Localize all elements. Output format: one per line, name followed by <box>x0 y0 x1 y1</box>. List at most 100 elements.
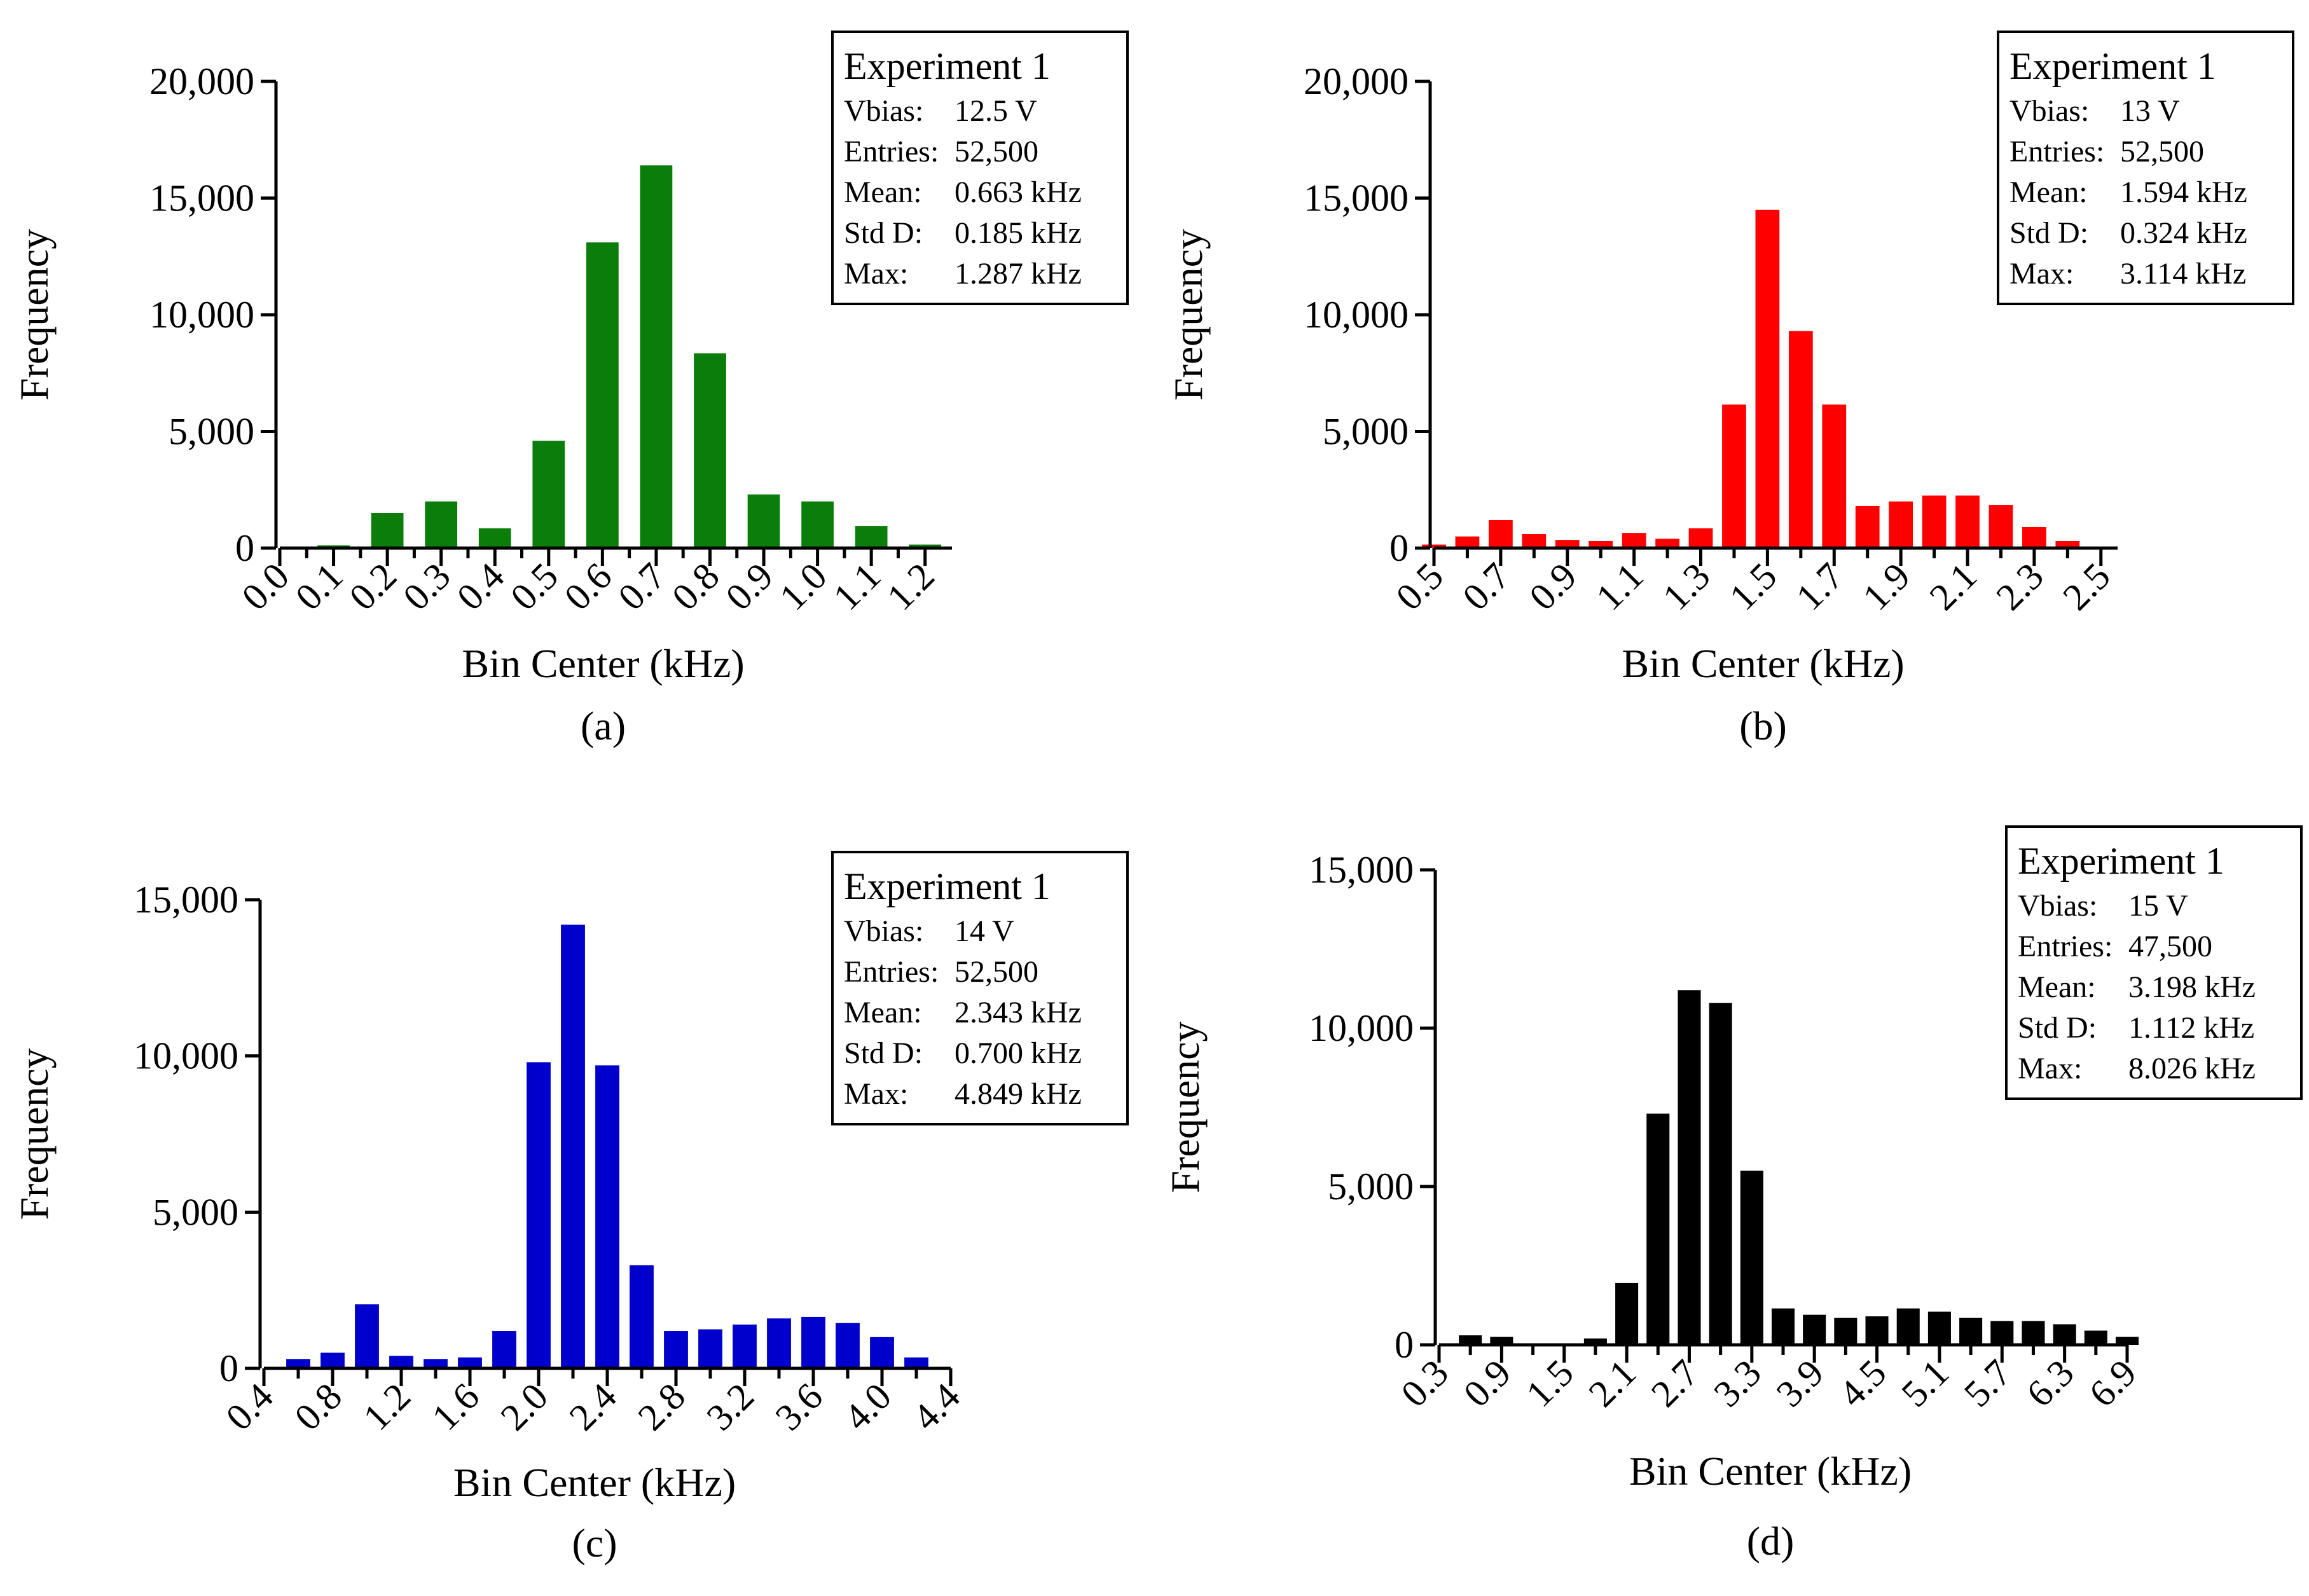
stats-label: Mean: <box>2009 175 2088 209</box>
stats-box <box>831 31 1129 305</box>
chart-a-svg: 05,00010,00015,00020,0000.00.10.20.30.40… <box>11 31 1129 748</box>
stats-value: 52,500 <box>955 955 1038 989</box>
histogram-bar <box>1622 533 1646 548</box>
stats-value: 3.198 kHz <box>2128 970 2256 1004</box>
x-tick-label: 0.7 <box>1454 555 1518 619</box>
stats-value: 15 V <box>2128 889 2188 923</box>
stats-label: Entries: <box>844 955 939 989</box>
stats-label: Vbias: <box>2018 889 2097 923</box>
histogram-bar <box>424 1359 448 1368</box>
x-tick-label: 2.4 <box>561 1375 624 1439</box>
x-tick-label: 2.0 <box>492 1375 556 1439</box>
x-tick-label: 0.1 <box>287 555 351 619</box>
histogram-bar <box>2022 526 2046 548</box>
histogram-panel-c: 0 5,000 10,000 15,000 0.4 0.8 1.2 1.6 2.0 2.4 2.8 3… <box>0 798 1154 1596</box>
x-tick-label: 1.2 <box>879 555 942 619</box>
y-tick-label: 10,000 <box>134 1035 238 1077</box>
histogram-bar <box>801 501 834 548</box>
histogram-bar <box>1678 990 1701 1345</box>
y-tick-label: 5,000 <box>1328 1166 1414 1207</box>
stats-title: Experiment 1 <box>844 865 1051 907</box>
x-tick-label: 1.6 <box>424 1375 487 1439</box>
histogram-bar <box>664 1331 688 1368</box>
histogram-bar <box>478 528 511 548</box>
x-tick-label: 3.6 <box>767 1375 831 1439</box>
stats-value: 13 V <box>2120 94 2180 128</box>
y-tick-label: 15,000 <box>134 879 238 921</box>
histogram-bar <box>1422 544 1446 548</box>
histogram-panel-d: 0 5,000 10,000 15,000 0.3 0.9 1.5 2.1 2.7 3.3 3.9 4… <box>1154 798 2309 1596</box>
x-tick-label: 0.9 <box>718 555 782 619</box>
y-tick-label: 10,000 <box>149 294 254 336</box>
histogram-bar <box>1834 1317 1858 1345</box>
histogram-bar <box>355 1304 379 1368</box>
stats-label: Std D: <box>2018 1011 2097 1045</box>
stats-value: 12.5 V <box>955 94 1037 128</box>
histogram-bar <box>904 1357 928 1368</box>
stats-value: 0.663 kHz <box>955 175 1082 209</box>
histogram-bar <box>1615 1283 1639 1345</box>
histogram-bar <box>1988 505 2013 548</box>
stats-value: 2.343 kHz <box>955 996 1082 1029</box>
x-tick-label: 4.0 <box>836 1375 899 1439</box>
x-tick-label: 1.2 <box>355 1375 418 1439</box>
stats-label: Mean: <box>844 996 922 1029</box>
y-axis-title: Frequency <box>11 1048 57 1220</box>
x-tick-label: 1.1 <box>825 555 889 619</box>
stats-label: Entries: <box>2009 135 2104 169</box>
histogram-bar <box>909 544 942 548</box>
histogram-bar <box>1722 404 1746 548</box>
chart-d-svg: 05,00010,00015,0000.30.91.52.12.73.33.94… <box>1162 825 2303 1564</box>
y-tick-label: 10,000 <box>1309 1007 1414 1049</box>
histogram-bar <box>836 1323 860 1368</box>
x-tick-label: 1.5 <box>1518 1352 1582 1415</box>
histogram-bar <box>527 1062 551 1368</box>
histogram-bar <box>2055 540 2080 548</box>
x-tick-label: 0.8 <box>664 555 727 619</box>
x-tick-label: 1.1 <box>1588 555 1651 619</box>
histogram-bar <box>2115 1337 2139 1345</box>
stats-label: Std D: <box>844 216 923 250</box>
x-tick-label: 3.9 <box>1768 1352 1832 1415</box>
y-axis-title: Frequency <box>11 229 57 401</box>
stats-value: 52,500 <box>955 135 1038 169</box>
histogram-bar <box>1709 1003 1732 1345</box>
stats-value: 0.700 kHz <box>955 1036 1082 1070</box>
x-tick-label: 0.5 <box>502 555 566 619</box>
x-tick-label: 1.0 <box>771 555 835 619</box>
panel-label: (b) <box>1739 703 1787 748</box>
histogram-bar <box>1646 1113 1670 1345</box>
x-tick-label: 0.6 <box>556 555 620 619</box>
histogram-bar <box>1955 495 1980 548</box>
y-axis-title: Frequency <box>1162 1021 1208 1193</box>
histogram-bar <box>1788 331 1813 548</box>
histogram-bar <box>733 1324 757 1368</box>
x-tick-label: 0.2 <box>341 555 405 619</box>
stats-title: Experiment 1 <box>844 45 1051 87</box>
y-axis-title: Frequency <box>1166 229 1211 401</box>
stats-value: 52,500 <box>2120 135 2204 169</box>
x-tick-label: 0.7 <box>610 555 673 619</box>
histogram-bar <box>1490 1337 1513 1345</box>
histogram-bar <box>1688 528 1713 548</box>
histogram-bar <box>1959 1317 1983 1345</box>
x-tick-label: 2.1 <box>1581 1352 1644 1415</box>
histogram-bar <box>1489 519 1513 548</box>
histogram-bar <box>1889 501 1913 548</box>
x-axis-title: Bin Center (kHz) <box>453 1460 736 1505</box>
stats-label: Max: <box>844 1077 908 1111</box>
histogram-bar <box>694 353 726 548</box>
stats-value: 14 V <box>955 914 1014 948</box>
stats-title: Experiment 1 <box>2018 840 2224 882</box>
histogram-bar <box>321 1352 345 1368</box>
histogram-bar <box>1740 1171 1763 1345</box>
y-tick-label: 5,000 <box>1323 411 1409 453</box>
panel-label: (d) <box>1747 1518 1795 1564</box>
histogram-bar <box>1990 1321 2014 1345</box>
stats-value: 0.185 kHz <box>955 216 1082 250</box>
x-tick-label: 5.1 <box>1893 1352 1957 1415</box>
y-tick-label: 0 <box>235 527 254 569</box>
y-tick-label: 20,000 <box>149 60 254 102</box>
stats-box <box>831 851 1129 1125</box>
